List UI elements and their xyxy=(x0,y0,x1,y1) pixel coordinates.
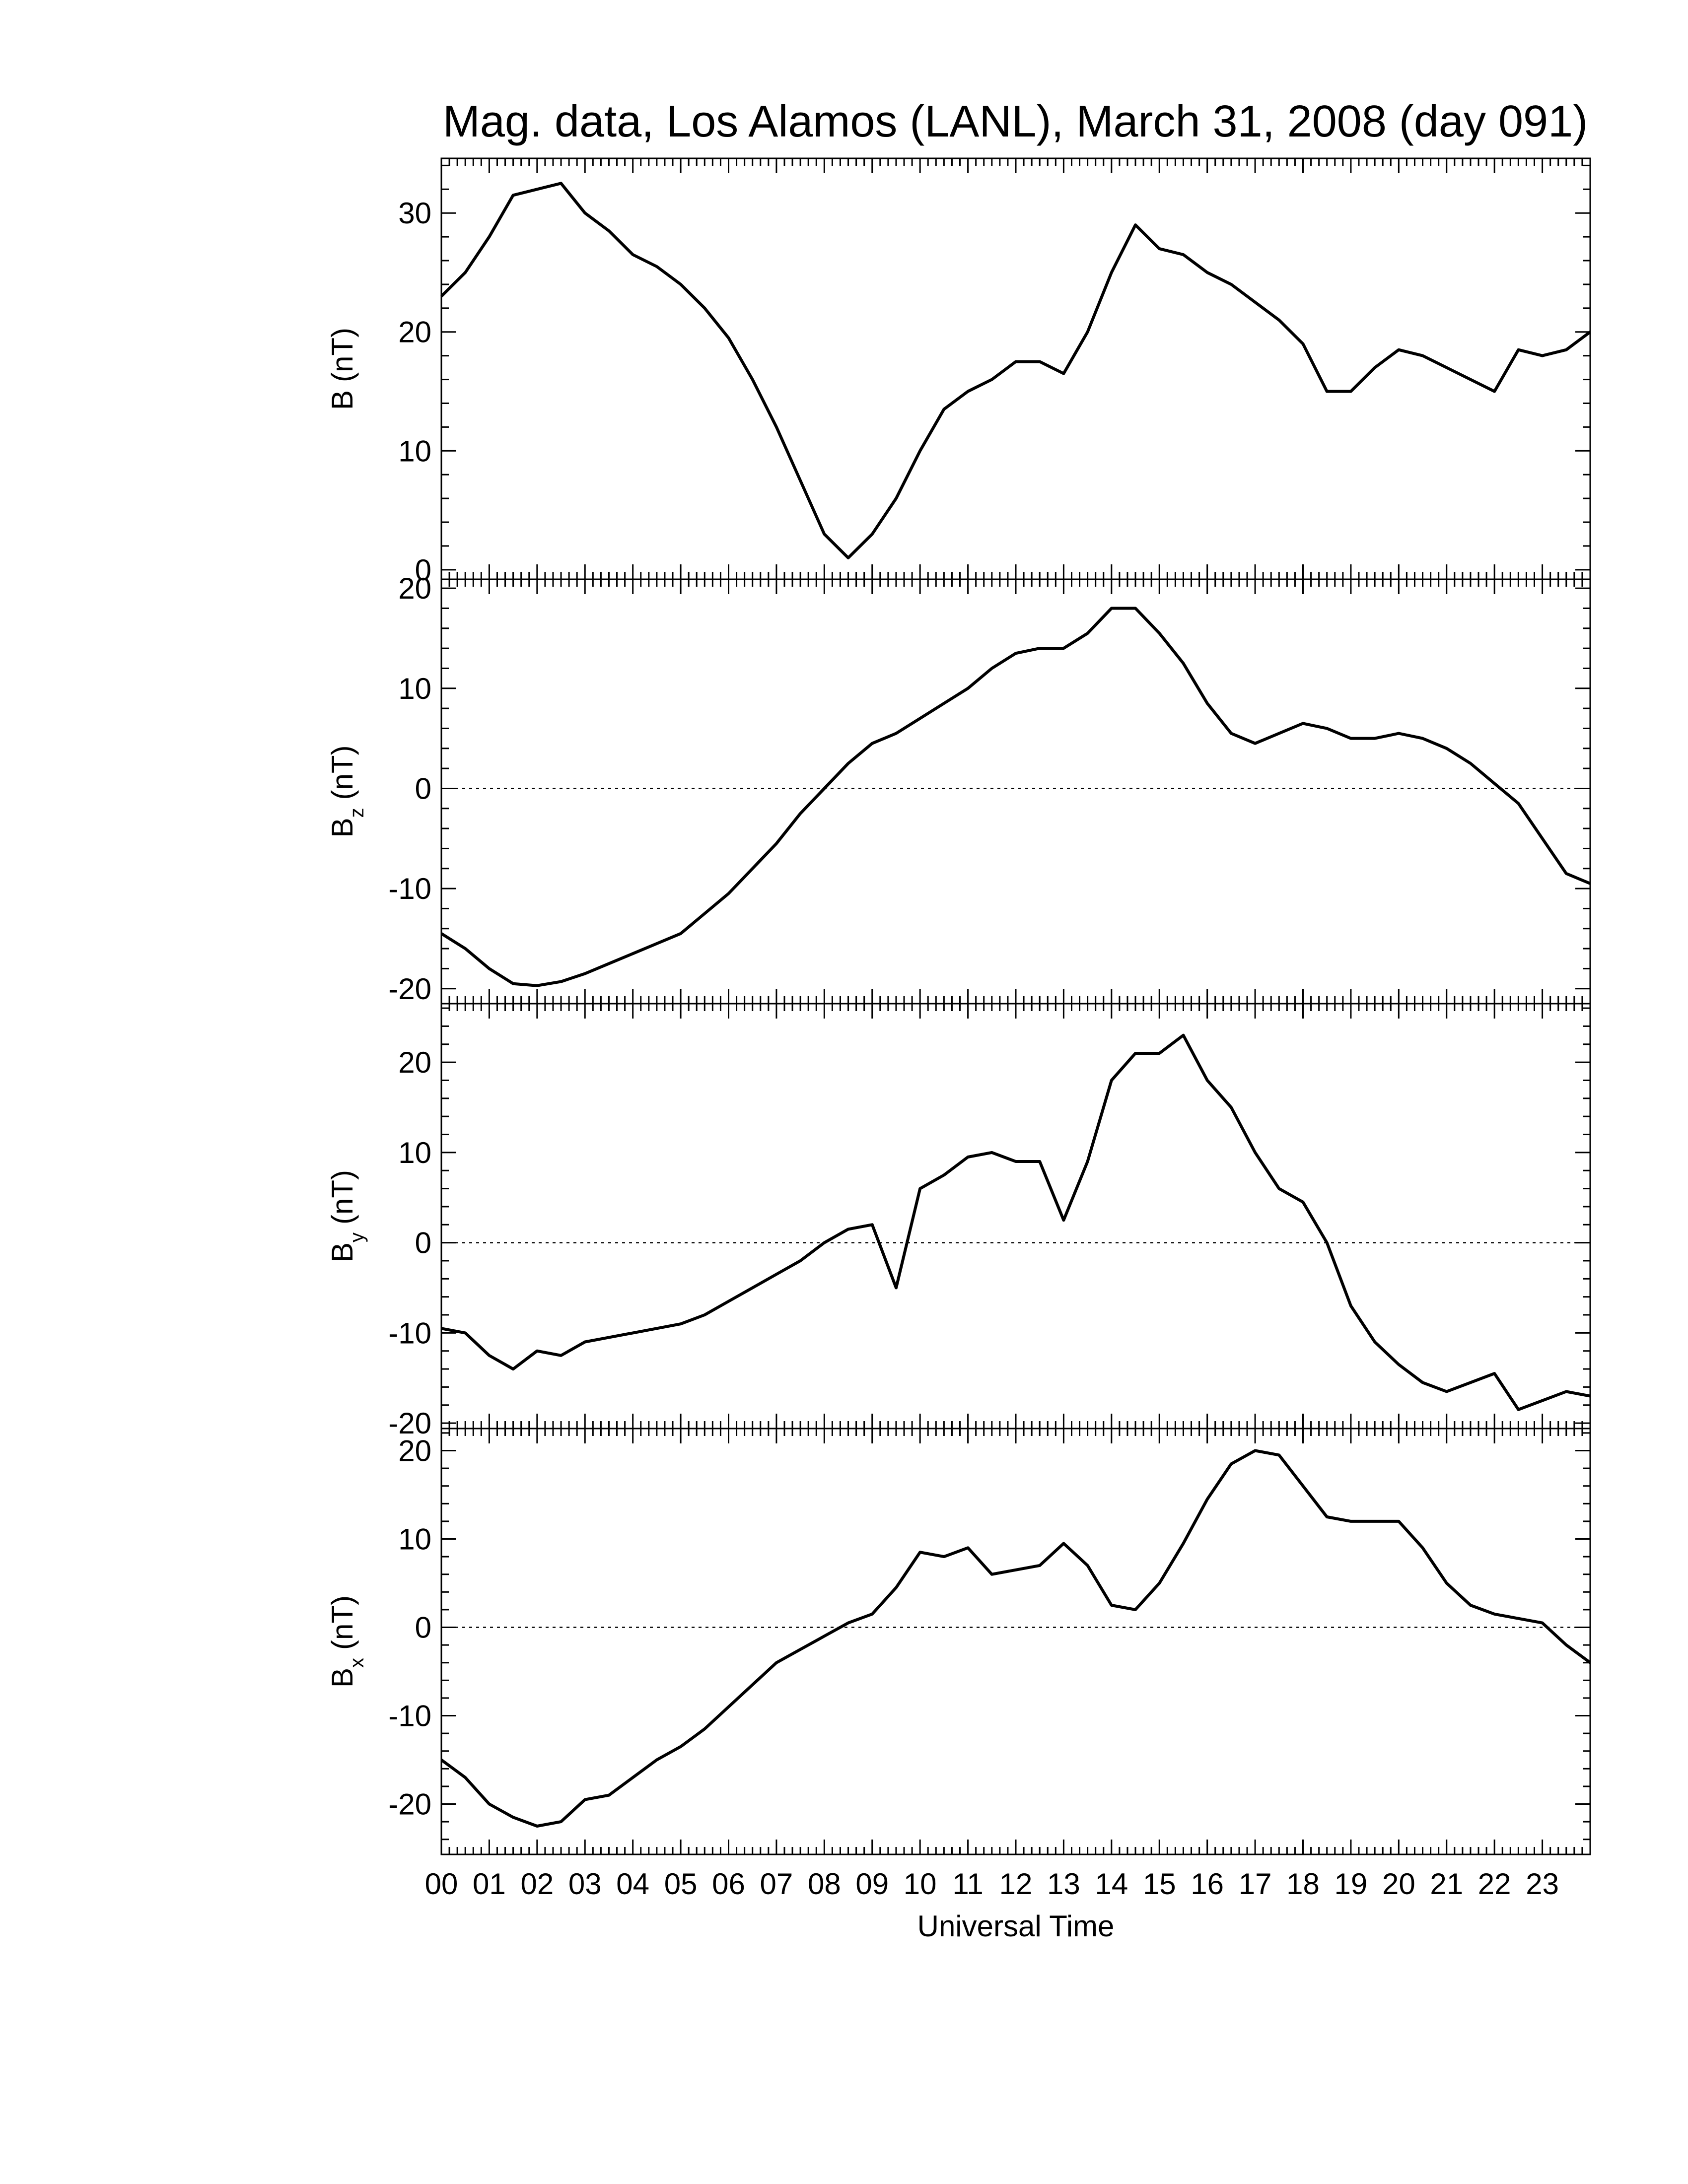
y-tick-label: -10 xyxy=(388,1700,431,1733)
y-tick-label: -20 xyxy=(388,972,431,1006)
y-tick-label: 20 xyxy=(398,316,431,349)
y-axis-label: B (nT) xyxy=(326,328,359,410)
y-tick-label: 0 xyxy=(415,553,431,587)
y-label-unit: (nT) xyxy=(326,1170,359,1225)
y-tick-label: 0 xyxy=(415,772,431,805)
x-tick-label: 05 xyxy=(664,1867,698,1901)
x-tick-label: 02 xyxy=(520,1867,554,1901)
x-tick-label: 03 xyxy=(568,1867,602,1901)
data-line xyxy=(440,1449,1591,1828)
x-tick-label: 09 xyxy=(855,1867,889,1901)
y-tick-label: 20 xyxy=(398,1046,431,1079)
x-tick-label: 14 xyxy=(1095,1867,1128,1901)
y-tick-label: 20 xyxy=(398,572,431,605)
x-tick-label: 23 xyxy=(1526,1867,1559,1901)
y-label-unit: (nT) xyxy=(326,1595,359,1650)
y-tick-label: -20 xyxy=(388,1788,431,1821)
y-label-base: B xyxy=(326,818,359,837)
x-tick-label: 00 xyxy=(425,1867,458,1901)
data-line xyxy=(441,1033,1591,1411)
y-label-base: B xyxy=(326,1668,359,1688)
y-tick-label: -10 xyxy=(388,1316,431,1350)
x-axis-label: Universal Time xyxy=(917,1910,1115,1943)
y-tick-label: 10 xyxy=(398,1523,431,1556)
y-tick-label: 10 xyxy=(398,672,431,705)
x-tick-label: 15 xyxy=(1143,1867,1176,1901)
y-label-base: B xyxy=(326,1242,359,1262)
chart-title: Mag. data, Los Alamos (LANL), March 31, … xyxy=(443,97,1588,146)
y-label-base: B xyxy=(326,390,359,410)
y-tick-label: 30 xyxy=(398,197,431,230)
x-tick-label: 19 xyxy=(1335,1867,1368,1901)
x-tick-label: 12 xyxy=(999,1867,1033,1901)
y-axis-label: Bz (nT) xyxy=(326,745,368,837)
x-tick-label: 17 xyxy=(1239,1867,1272,1901)
x-tick-label: 08 xyxy=(808,1867,841,1901)
y-tick-label: 20 xyxy=(398,1434,431,1468)
y-label-unit: (nT) xyxy=(326,745,359,800)
plot-frame xyxy=(440,1428,1591,1855)
x-tick-label: 07 xyxy=(760,1867,793,1901)
x-tick-label: 20 xyxy=(1382,1867,1415,1901)
x-tick-label: 22 xyxy=(1478,1867,1511,1901)
y-axis-label: By (nT) xyxy=(326,1170,368,1262)
x-tick-label: 04 xyxy=(616,1867,649,1901)
data-line xyxy=(440,607,1591,987)
y-label-sub: y xyxy=(346,1232,368,1242)
y-tick-label: 10 xyxy=(398,1136,431,1169)
y-axis-label: Bx (nT) xyxy=(326,1595,368,1688)
y-label-sub: x xyxy=(346,1658,368,1668)
x-tick-label: 16 xyxy=(1191,1867,1224,1901)
y-tick-label: -20 xyxy=(388,1407,431,1440)
y-label-sub: z xyxy=(346,808,368,818)
x-tick-label: 18 xyxy=(1286,1867,1320,1901)
data-line xyxy=(440,182,1591,559)
x-tick-label: 10 xyxy=(904,1867,937,1901)
x-tick-label: 13 xyxy=(1047,1867,1080,1901)
x-tick-label: 11 xyxy=(952,1867,983,1901)
y-tick-label: 0 xyxy=(415,1611,431,1644)
y-tick-label: 0 xyxy=(415,1227,431,1260)
x-tick-label: 06 xyxy=(712,1867,745,1901)
y-tick-label: 10 xyxy=(398,434,431,468)
y-tick-label: -10 xyxy=(388,872,431,905)
y-label-unit: (nT) xyxy=(326,328,359,382)
x-tick-label: 01 xyxy=(473,1867,506,1901)
x-tick-label: 21 xyxy=(1430,1867,1463,1901)
